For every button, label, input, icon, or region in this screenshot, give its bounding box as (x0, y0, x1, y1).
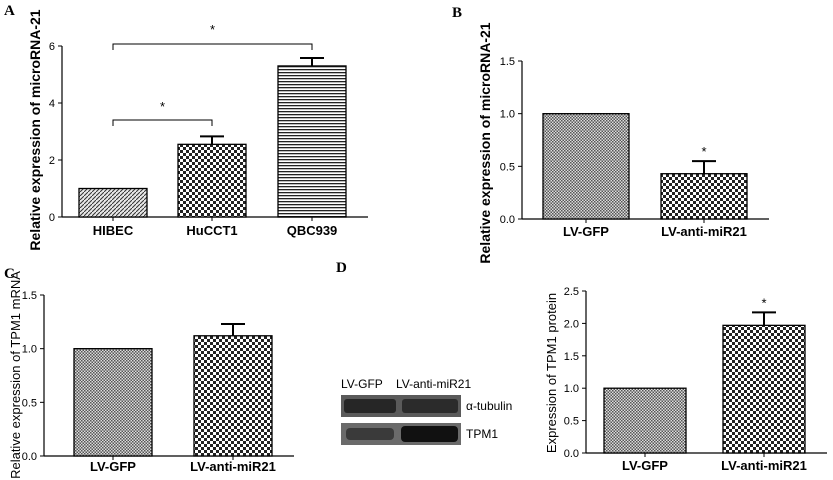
y-tick-label: 0 (49, 212, 55, 224)
y-tick-label: 1.0 (500, 109, 515, 121)
chart-c: 0.0 0.5 1.0 1.5 LV-GFP LV-anti-miR21 (22, 290, 294, 474)
y-tick-label: 2.5 (564, 286, 579, 298)
significance-bracket (112, 119, 213, 126)
y-tick-label: 1.0 (22, 344, 37, 356)
bar-lv-anti-mir21 (722, 324, 806, 454)
panel-label-c: C (4, 266, 15, 282)
category-label: LV-anti-miR21 (190, 459, 276, 474)
y-tick-label: 0.5 (500, 161, 515, 173)
chart-b: 0.0 0.5 1.0 1.5 LV-GFP LV-anti-miR21 * (500, 56, 769, 239)
blot-lane-label-2: LV-anti-miR21 (396, 377, 471, 391)
significance-star: * (761, 295, 766, 310)
y-tick-label: 2.0 (564, 318, 579, 330)
category-label: HuCCT1 (186, 223, 237, 238)
blot-band-label-tpm1: TPM1 (466, 427, 498, 441)
y-tick-label: 1.5 (564, 351, 579, 363)
y-tick-label: 4 (49, 98, 55, 110)
ytitle-c: Relative expression of TPM1 mRNA (8, 271, 23, 479)
significance-star: * (210, 22, 215, 37)
bar-lv-gfp (542, 113, 630, 220)
category-label: LV-GFP (622, 458, 668, 473)
category-label: LV-anti-miR21 (661, 224, 747, 239)
category-label: LV-anti-miR21 (721, 458, 807, 473)
bar-lv-gfp (73, 348, 153, 457)
y-tick-label: 1.0 (564, 383, 579, 395)
y-tick-label: 0.0 (500, 214, 515, 226)
blot-band-tubulin-1 (344, 399, 396, 413)
panel-label-a: A (4, 3, 15, 19)
significance-bracket (112, 43, 313, 50)
panel-label-b: B (452, 5, 462, 21)
bar-hibec (78, 187, 148, 218)
bar-lv-anti-mir21 (193, 335, 273, 457)
blot-band-tubulin-2 (402, 399, 458, 413)
y-tick-label: 2 (49, 155, 55, 167)
category-label: QBC939 (287, 223, 338, 238)
y-tick-label: 1.5 (500, 56, 515, 68)
blot-band-tpm1-1 (346, 428, 394, 440)
category-label: LV-GFP (563, 224, 609, 239)
bar-lv-anti-mir21 (660, 173, 748, 220)
significance-star: * (701, 144, 706, 159)
y-tick-label: 6 (49, 41, 55, 53)
chart-d: 0.0 0.5 1.0 1.5 2.0 2.5 LV-GFP LV-anti-miR21 * (564, 286, 827, 473)
panel-label-d: D (336, 260, 347, 276)
ytitle-b: Relative expression of microRNA-21 (477, 22, 493, 263)
y-tick-label: 1.5 (22, 290, 37, 302)
y-tick-label: 0.5 (22, 397, 37, 409)
western-blot: LV-GFP LV-anti-miR21 α-tubulin TPM1 (341, 377, 512, 445)
chart-a: 0 2 4 6 HIBEC HuCCT1 QBC939 * * (49, 22, 368, 238)
blot-band-tpm1-2 (401, 426, 458, 442)
blot-band-label-tubulin: α-tubulin (466, 399, 512, 413)
ytitle-d: Expression of TPM1 protein (544, 293, 559, 453)
blot-lane-label-1: LV-GFP (341, 377, 383, 391)
bar-hucct1 (177, 143, 247, 218)
y-tick-label: 0.0 (564, 448, 579, 460)
ytitle-a: Relative expression of microRNA-21 (27, 9, 43, 250)
bar-lv-gfp (603, 387, 687, 454)
y-tick-label: 0.0 (22, 451, 37, 463)
y-tick-label: 0.5 (564, 416, 579, 428)
category-label: LV-GFP (90, 459, 136, 474)
significance-star: * (160, 99, 165, 114)
bar-qbc939 (277, 65, 347, 218)
category-label: HIBEC (93, 223, 134, 238)
